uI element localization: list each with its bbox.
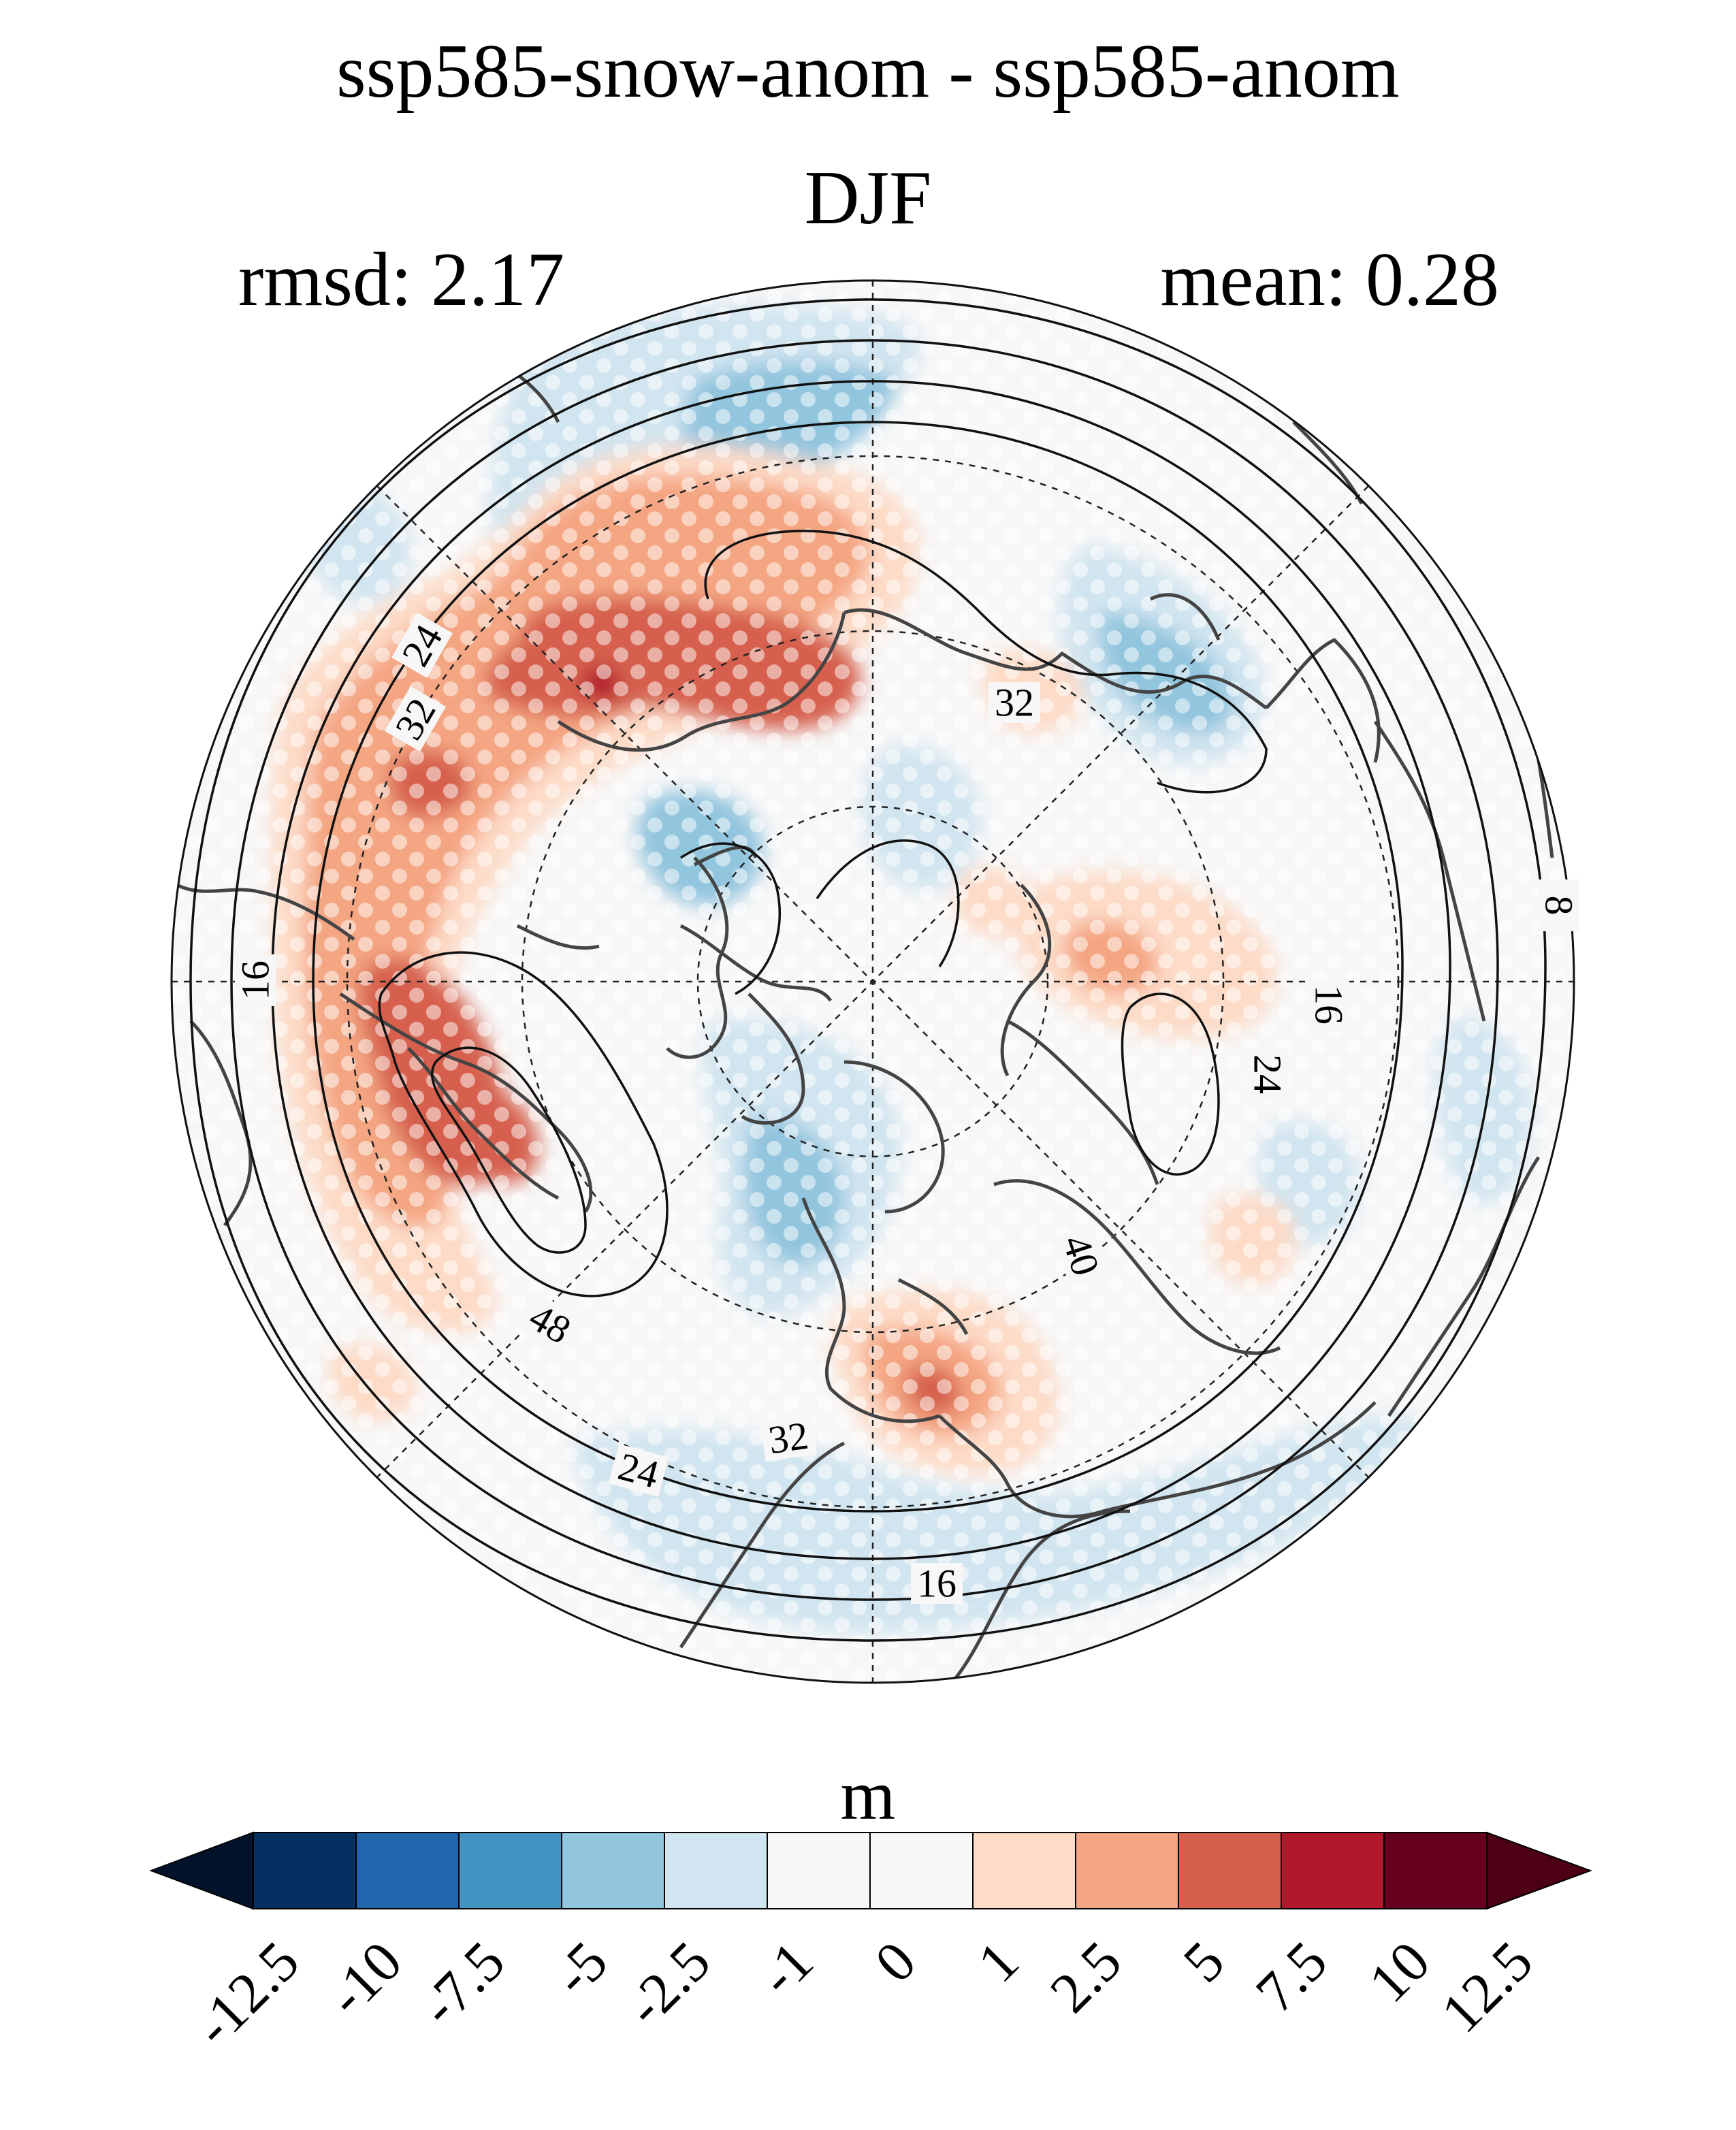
colorbar-segment bbox=[767, 1832, 871, 1909]
contour-label-bg bbox=[988, 682, 1040, 723]
colorbar-tick-label: -7.5 bbox=[408, 1930, 517, 2039]
colorbar-tick-label: 1 bbox=[966, 1930, 1031, 1995]
map-border bbox=[170, 279, 1575, 1684]
contour-lines bbox=[189, 298, 1547, 1642]
contour-label: 8 bbox=[1537, 896, 1581, 916]
colorbar-segment bbox=[869, 1832, 974, 1909]
colorbar-over-arrow bbox=[1486, 1831, 1592, 1910]
contour-label: 24 bbox=[1246, 1054, 1290, 1094]
colorbar-tick-label: 12.5 bbox=[1430, 1930, 1545, 2046]
colorbar-segment bbox=[561, 1832, 665, 1909]
contour-label: 32 bbox=[995, 681, 1034, 725]
contour-label-bg bbox=[235, 954, 276, 1006]
contour-label-bg bbox=[1053, 1224, 1109, 1287]
colorbar-segment bbox=[355, 1832, 460, 1909]
mean-label: mean: 0.28 bbox=[1160, 238, 1499, 322]
colorbar-tick-label: 10 bbox=[1357, 1930, 1442, 2015]
colorbar-tick-label: -12.5 bbox=[182, 1930, 311, 2059]
contour-label-bg bbox=[1539, 880, 1579, 931]
colorbar-segment bbox=[1281, 1832, 1385, 1909]
colorbar-segment bbox=[972, 1832, 1076, 1909]
contour-label: 16 bbox=[917, 1562, 957, 1606]
contour-label-bg bbox=[385, 686, 446, 752]
colorbar-unit: m bbox=[840, 1756, 896, 1835]
colorbar-tick-label: -10 bbox=[315, 1930, 414, 2029]
colorbar-tick-label: 7.5 bbox=[1244, 1930, 1339, 2025]
season-label: DJF bbox=[804, 156, 932, 240]
colorbar-segment bbox=[664, 1832, 768, 1909]
contour-label-bg bbox=[517, 1293, 583, 1354]
colorbar-tick-label: -1 bbox=[747, 1930, 825, 2008]
colorbar-tick-label: 2.5 bbox=[1038, 1930, 1134, 2025]
contour-label-bg bbox=[1247, 1048, 1288, 1100]
contour-label: 16 bbox=[1307, 985, 1351, 1024]
colorbar-under-arrow bbox=[149, 1831, 254, 1910]
contour-label: 32 bbox=[766, 1413, 811, 1462]
colorbar-segment bbox=[1075, 1832, 1179, 1909]
colorbar-segment bbox=[253, 1832, 357, 1909]
colorbar-tick-label: -2.5 bbox=[614, 1930, 723, 2039]
contour-label-bg bbox=[391, 613, 453, 678]
contour-label-bg bbox=[608, 1444, 669, 1497]
colorbar-tick-label: 5 bbox=[1172, 1930, 1236, 1995]
contour-label-bg bbox=[911, 1563, 963, 1604]
colorbar-tick-label: -5 bbox=[541, 1930, 620, 2008]
colorbar bbox=[149, 1831, 1592, 1910]
contour-label-bg bbox=[760, 1414, 817, 1462]
colorbar-tick-label: 0 bbox=[863, 1930, 928, 1995]
colorbar-segment bbox=[458, 1832, 562, 1909]
rmsd-label: rmsd: 2.17 bbox=[238, 238, 565, 322]
contour-label: 16 bbox=[234, 961, 278, 1000]
colorbar-segment bbox=[1178, 1832, 1282, 1909]
colorbar-segment bbox=[1383, 1832, 1488, 1909]
map-title: ssp585-snow-anom - ssp585-anom bbox=[336, 29, 1400, 114]
contour-label-bg bbox=[1308, 979, 1349, 1031]
